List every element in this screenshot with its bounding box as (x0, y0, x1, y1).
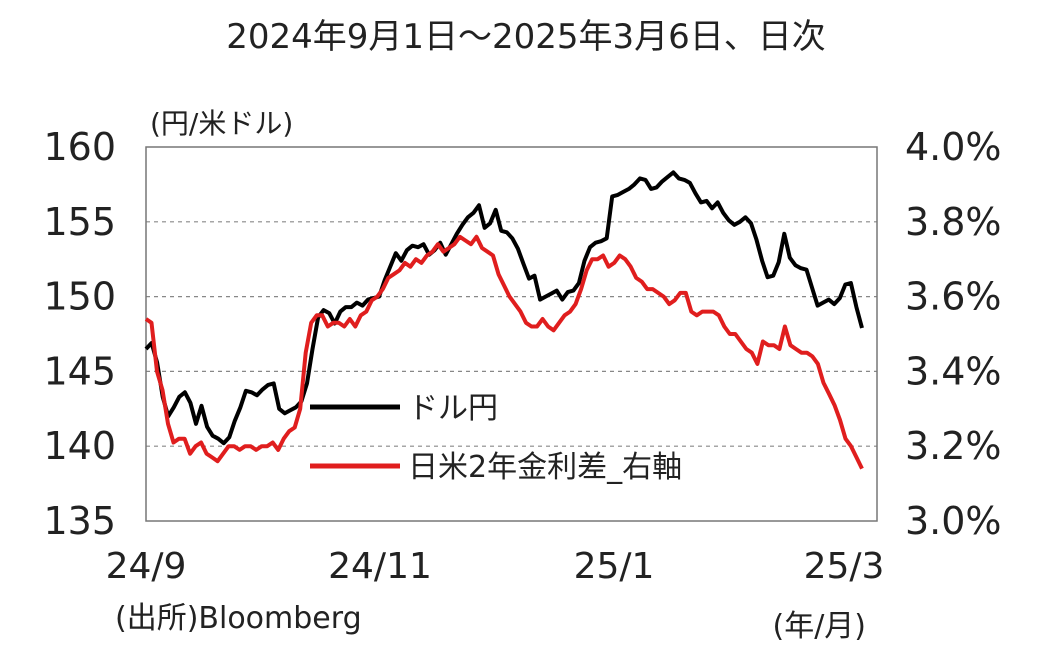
legend-label-usdjpy: ドル円 (408, 391, 498, 426)
x-tick-label: 25/3 (804, 546, 885, 587)
gridlines (146, 221, 877, 447)
left-axis: 160 155 150 145 140 135 (43, 125, 116, 543)
left-tick-label: 160 (43, 125, 116, 169)
left-tick-label: 150 (43, 275, 116, 319)
right-axis: 4.0% 3.8% 3.6% 3.4% 3.2% 3.0% (905, 125, 1002, 543)
source-note: (出所)Bloomberg (115, 601, 362, 636)
x-tick-label: 24/11 (328, 546, 432, 587)
right-tick-label: 4.0% (905, 125, 1002, 169)
left-tick-label: 140 (43, 424, 116, 468)
x-axis-unit: (年/月) (772, 609, 866, 644)
left-tick-label: 155 (43, 200, 116, 244)
right-tick-label: 3.0% (905, 499, 1002, 543)
series-line-usdjpy (144, 170, 864, 446)
x-tick-label: 25/1 (574, 546, 655, 587)
x-axis: 24/9 24/11 25/1 25/3 (106, 546, 885, 587)
left-tick-label: 135 (43, 499, 116, 543)
right-tick-label: 3.4% (905, 349, 1002, 393)
series-line-rate-spread (144, 234, 864, 470)
plot-area (145, 146, 878, 522)
legend: ドル円 日米2年金利差_右軸 (310, 391, 682, 485)
x-tick-label: 24/9 (106, 546, 187, 587)
left-tick-label: 145 (43, 349, 116, 393)
legend-label-rate-spread: 日米2年金利差_右軸 (408, 450, 682, 485)
left-axis-unit: (円/米ドル) (150, 107, 293, 140)
right-tick-label: 3.6% (905, 275, 1002, 319)
chart-title: 2024年9月1日～2025年3月6日、日次 (226, 17, 826, 57)
right-tick-label: 3.8% (905, 200, 1002, 244)
right-tick-label: 3.2% (905, 424, 1002, 468)
